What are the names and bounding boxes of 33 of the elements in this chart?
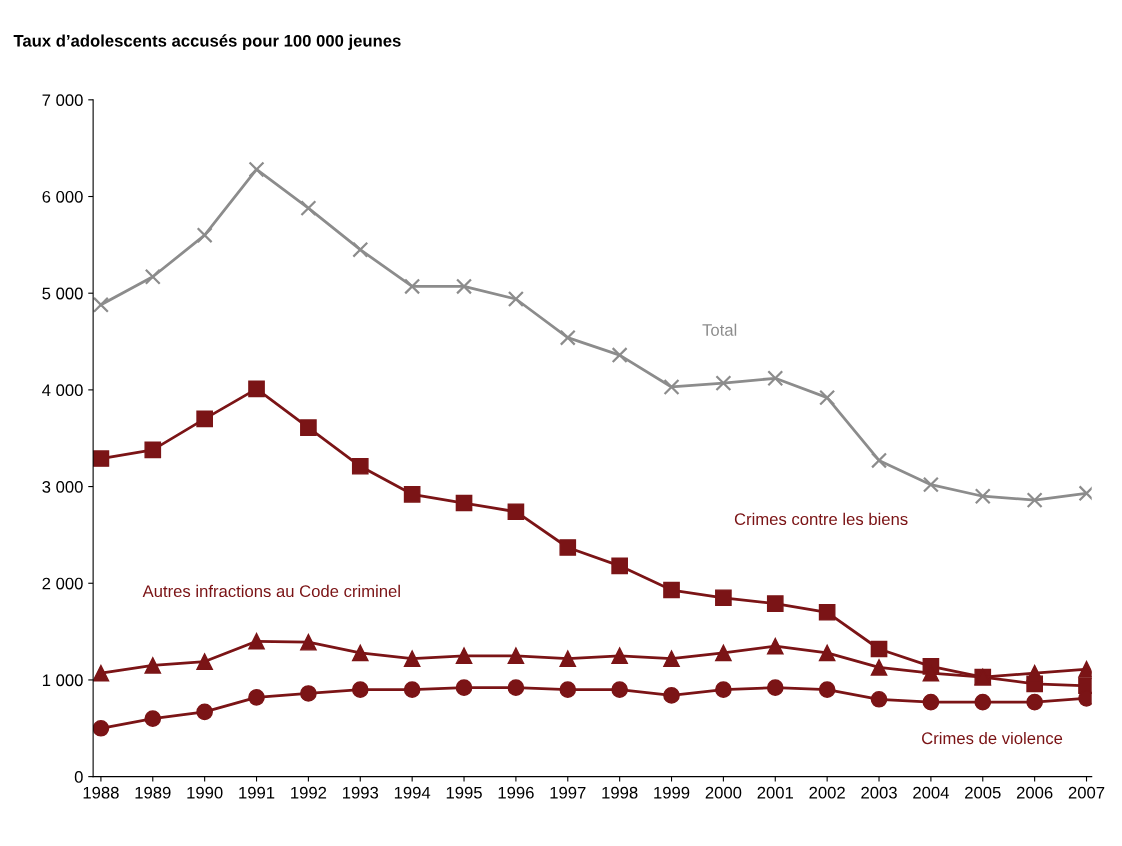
x-tick-label: 2002 xyxy=(809,786,845,799)
series-label: Crimes de violence xyxy=(922,731,1063,745)
x-tick-label: 1991 xyxy=(239,786,275,799)
y-tick-label: 6 000 xyxy=(42,190,83,203)
y-tick-label: 7 000 xyxy=(42,94,83,107)
x-tick-label: 1997 xyxy=(550,786,586,799)
text: Total xyxy=(702,323,737,336)
x-tick-label: 2005 xyxy=(965,786,1001,799)
x-tick-label: 1995 xyxy=(446,786,482,799)
x-tick-label: 2003 xyxy=(861,786,897,799)
x-tick-label: 1999 xyxy=(654,786,690,799)
x-tick-label: 1993 xyxy=(343,786,379,799)
y-tick-label: 3 000 xyxy=(42,480,83,493)
x-tick-label: 1994 xyxy=(394,786,431,799)
x-tick-label: 2004 xyxy=(913,786,949,799)
text: Crimes contre les biens xyxy=(734,512,908,526)
x-tick-label: 2000 xyxy=(705,786,742,799)
y-tick-label: 1 000 xyxy=(42,674,83,687)
x-tick-label: 2001 xyxy=(757,786,793,799)
x-tick-label: 2007 xyxy=(1068,786,1105,799)
x-tick-label: 1989 xyxy=(135,786,171,799)
x-tick-label: 1996 xyxy=(498,786,534,799)
chart-title: Taux d’adolescents accusés pour 100 000 jeunes xyxy=(13,34,401,50)
x-tick-label: 1992 xyxy=(291,786,327,799)
y-tick-label: 0 xyxy=(74,771,83,783)
y-tick-label: 4 000 xyxy=(42,384,83,397)
text: Autres infractions au Code criminel xyxy=(142,584,400,598)
y-tick-label: 5 000 xyxy=(42,287,83,300)
x-tick-label: 2006 xyxy=(1016,786,1053,799)
x-tick-label: 1998 xyxy=(602,786,638,799)
x-tick-label: 1990 xyxy=(187,786,223,799)
y-tick-label: 2 000 xyxy=(42,577,83,590)
x-tick-label: 1988 xyxy=(83,786,119,799)
